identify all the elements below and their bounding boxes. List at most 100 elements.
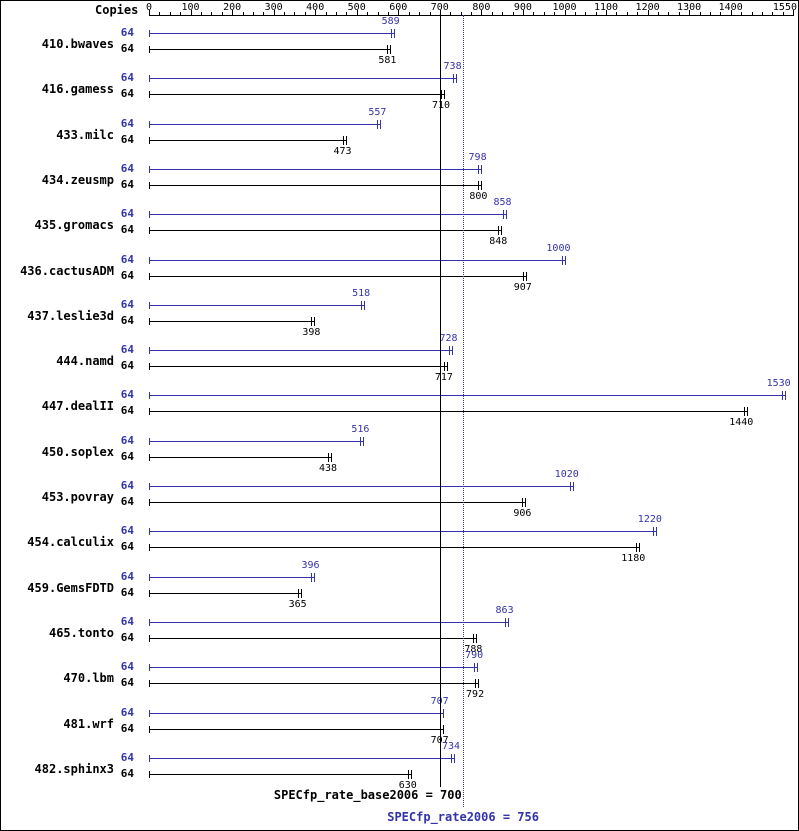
bar-line	[149, 592, 302, 594]
peak-bar	[149, 119, 382, 130]
bar-start-cap	[149, 165, 150, 173]
x-axis-minor-tick	[336, 12, 337, 15]
peak-value-label: 1000	[546, 242, 571, 254]
bar-line	[149, 214, 507, 216]
copies-label: 64	[120, 479, 134, 492]
bar-end-cap	[311, 316, 313, 326]
copies-label: 64	[120, 42, 134, 55]
base-value-label: 848	[489, 236, 508, 248]
peak-bar	[149, 617, 509, 628]
benchmark-label: 482.sphinx3	[34, 761, 114, 776]
bar-end-cap	[393, 29, 395, 38]
benchmark-label: 436.cactusADM	[20, 263, 114, 278]
bar-line	[149, 94, 445, 96]
copies-label: 64	[120, 388, 134, 402]
bar-end-cap	[478, 180, 480, 190]
copies-label: 64	[120, 116, 134, 130]
bar-line	[149, 49, 392, 50]
bar-line	[149, 773, 412, 775]
bar-line	[149, 366, 448, 368]
copies-label: 64	[120, 177, 134, 191]
copies-header: Copies	[95, 3, 139, 17]
x-axis-tick-label: 1000	[552, 2, 577, 13]
copies-label: 64	[120, 524, 134, 538]
x-axis-minor-tick	[387, 12, 389, 15]
bar-start-cap	[149, 709, 150, 717]
bar-end-cap	[639, 543, 641, 553]
bar-end-cap	[572, 482, 574, 491]
copies-label: 64	[120, 223, 134, 237]
bar-end-cap	[504, 617, 506, 627]
reference-line-label: SPECfp_rate_base2006 = 700	[273, 788, 462, 802]
x-axis-minor-tick	[699, 12, 701, 15]
bar-end-cap	[441, 90, 442, 100]
copies-label: 64	[120, 343, 134, 357]
bar-end-cap	[454, 753, 455, 763]
base-value-label: 1440	[729, 417, 754, 429]
bar-end-cap	[331, 452, 332, 462]
peak-value-label: 1220	[637, 514, 662, 526]
bar-start-cap	[149, 573, 150, 581]
copies-label: 64	[120, 721, 134, 735]
bar-end-cap	[363, 436, 365, 446]
copies-label: 64	[120, 433, 134, 447]
bar-end-cap	[313, 572, 315, 582]
bar-start-cap	[149, 725, 150, 733]
peak-bar	[149, 345, 453, 356]
bar-end-cap	[345, 135, 347, 145]
x-axis-tick	[439, 10, 441, 15]
peak-value-label: 728	[439, 333, 458, 345]
bar-end-cap	[310, 572, 312, 582]
x-axis-minor-tick	[709, 12, 711, 15]
bar-start-cap	[149, 181, 150, 189]
x-axis-tick-label: 1300	[677, 2, 702, 13]
bar-end-cap	[361, 300, 363, 310]
bar-start-cap	[149, 618, 150, 626]
benchmark-label: 410.bwaves	[41, 37, 114, 51]
copies-label: 64	[120, 614, 134, 628]
x-axis-minor-tick	[263, 12, 265, 15]
x-axis-tick-label: 700	[430, 2, 449, 13]
bar-start-cap	[149, 483, 150, 490]
bar-end-cap	[744, 407, 746, 417]
x-axis-minor-tick	[533, 12, 535, 15]
base-value-label: 788	[464, 643, 483, 655]
x-axis-minor-tick	[429, 12, 431, 15]
x-axis-tick	[190, 10, 192, 15]
x-axis-tick-label: 0	[145, 2, 153, 13]
x-axis-tick-label: 500	[347, 2, 366, 13]
benchmark-label: 433.milc	[56, 127, 114, 142]
bar-start-cap	[149, 363, 150, 371]
bar-end-cap	[442, 724, 444, 734]
base-bar	[149, 542, 641, 553]
bar-end-cap	[473, 633, 475, 643]
benchmark-label: 435.gromacs	[34, 218, 114, 233]
bar-start-cap	[149, 664, 150, 672]
benchmark-label: 459.GemsFDTD	[27, 580, 114, 595]
x-axis-tick-label: 900	[513, 2, 532, 13]
bar-end-cap	[507, 617, 509, 627]
bar-line	[149, 259, 566, 261]
base-bar	[149, 588, 302, 599]
x-axis-minor-tick	[782, 12, 784, 15]
base-bar	[149, 361, 448, 372]
x-axis-tick-label: 300	[264, 2, 283, 13]
bar-line	[149, 440, 365, 442]
base-bar	[149, 497, 527, 508]
peak-bar	[149, 526, 657, 537]
bar-end-cap	[478, 679, 480, 689]
bar-line	[149, 531, 657, 533]
bar-start-cap	[149, 301, 150, 309]
bar-line	[149, 621, 509, 623]
bar-line	[149, 123, 382, 125]
copies-label: 64	[120, 766, 134, 780]
x-axis-minor-tick	[741, 12, 743, 15]
reference-line-label: SPECfp_rate2006 = 756	[387, 810, 539, 824]
bar-end-cap	[525, 271, 527, 281]
bar-start-cap	[149, 754, 150, 762]
benchmark-label: 481.wrf	[63, 716, 114, 731]
bar-line	[149, 486, 574, 487]
x-axis-tick-label: 100	[181, 2, 200, 13]
bar-end-cap	[505, 210, 507, 220]
benchmark-label: 437.leslie3d	[27, 308, 114, 323]
